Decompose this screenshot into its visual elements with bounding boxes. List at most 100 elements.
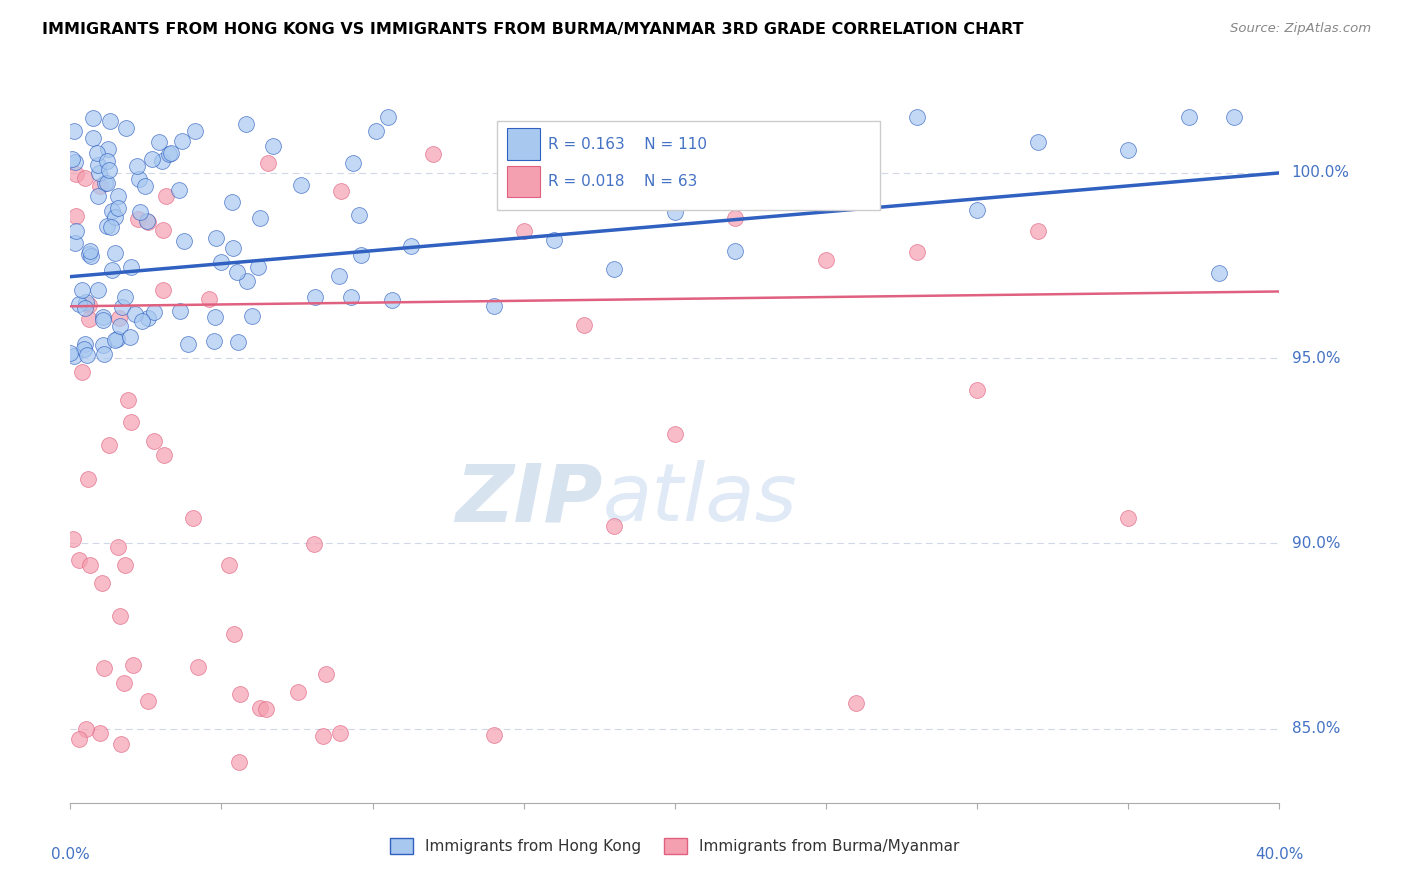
Point: [131, 314, 153, 328]
Point: [664, 427, 686, 442]
Point: [70, 365, 93, 379]
Point: [110, 737, 132, 751]
Text: IMMIGRANTS FROM HONG KONG VS IMMIGRANTS FROM BURMA/MYANMAR 3RD GRADE CORRELATION: IMMIGRANTS FROM HONG KONG VS IMMIGRANTS …: [42, 22, 1024, 37]
Point: [330, 184, 353, 198]
Point: [96, 154, 118, 169]
Point: [98, 438, 121, 452]
Point: [399, 239, 422, 253]
Point: [377, 111, 399, 125]
Point: [65, 224, 87, 238]
Point: [89, 726, 111, 740]
Point: [184, 124, 207, 138]
Point: [94, 176, 117, 190]
Point: [120, 415, 142, 429]
Point: [304, 290, 326, 304]
Point: [65, 167, 87, 181]
Point: [815, 252, 838, 267]
Point: [82, 111, 104, 125]
Point: [724, 244, 747, 258]
Point: [157, 147, 180, 161]
Point: [204, 231, 226, 245]
Point: [87, 157, 110, 171]
Point: [93, 347, 115, 361]
Point: [97, 143, 120, 157]
Point: [136, 214, 159, 228]
Text: 0.0%: 0.0%: [51, 847, 90, 863]
FancyBboxPatch shape: [496, 121, 880, 210]
Point: [574, 318, 596, 332]
Point: [136, 215, 159, 229]
Point: [235, 274, 257, 288]
Point: [1118, 511, 1140, 525]
Point: [153, 448, 176, 462]
Point: [75, 294, 97, 309]
Point: [89, 166, 111, 180]
Point: [114, 558, 136, 573]
Point: [82, 130, 104, 145]
Point: [187, 659, 209, 673]
Point: [218, 558, 240, 572]
Point: [1178, 111, 1201, 125]
Point: [966, 203, 988, 218]
Point: [328, 269, 350, 284]
Point: [228, 755, 250, 769]
Point: [1026, 224, 1049, 238]
Point: [73, 342, 96, 356]
Point: [62, 532, 84, 546]
Point: [79, 558, 101, 572]
Point: [204, 310, 226, 325]
Point: [226, 264, 249, 278]
Point: [79, 244, 101, 258]
Point: [87, 189, 110, 203]
Point: [247, 260, 270, 274]
Point: [340, 290, 363, 304]
Point: [173, 234, 195, 248]
Point: [724, 211, 747, 226]
Point: [143, 305, 166, 319]
Text: 90.0%: 90.0%: [1292, 536, 1340, 551]
Point: [107, 189, 129, 203]
Point: [97, 163, 120, 178]
Point: [72, 283, 94, 297]
Point: [155, 189, 177, 203]
Point: [209, 255, 232, 269]
Point: [226, 335, 249, 350]
Point: [108, 608, 131, 623]
Point: [422, 147, 444, 161]
Point: [75, 723, 97, 737]
Point: [177, 336, 200, 351]
Point: [93, 338, 115, 352]
Point: [87, 284, 110, 298]
Point: [93, 661, 115, 675]
Point: [181, 510, 204, 524]
Point: [152, 222, 174, 236]
Text: 3rd Grade: 3rd Grade: [0, 403, 4, 480]
Point: [262, 138, 284, 153]
Point: [111, 301, 134, 315]
Point: [96, 176, 118, 190]
Point: [150, 153, 173, 168]
Text: R = 0.163    N = 110: R = 0.163 N = 110: [548, 136, 707, 152]
Point: [128, 204, 150, 219]
Point: [101, 262, 124, 277]
Point: [127, 159, 149, 173]
Point: [73, 301, 96, 315]
Point: [482, 300, 505, 314]
Point: [128, 171, 150, 186]
Point: [141, 152, 163, 166]
Point: [91, 313, 114, 327]
Point: [249, 701, 271, 715]
Point: [664, 205, 686, 219]
Point: [107, 540, 129, 554]
Point: [108, 310, 131, 325]
Point: [240, 309, 263, 323]
Point: [60, 152, 83, 166]
Point: [364, 124, 387, 138]
Point: [1118, 143, 1140, 157]
Text: ZIP: ZIP: [456, 460, 602, 539]
Point: [67, 296, 90, 310]
Point: [117, 392, 139, 407]
Point: [104, 333, 127, 347]
Point: [172, 134, 194, 148]
Point: [86, 145, 108, 160]
